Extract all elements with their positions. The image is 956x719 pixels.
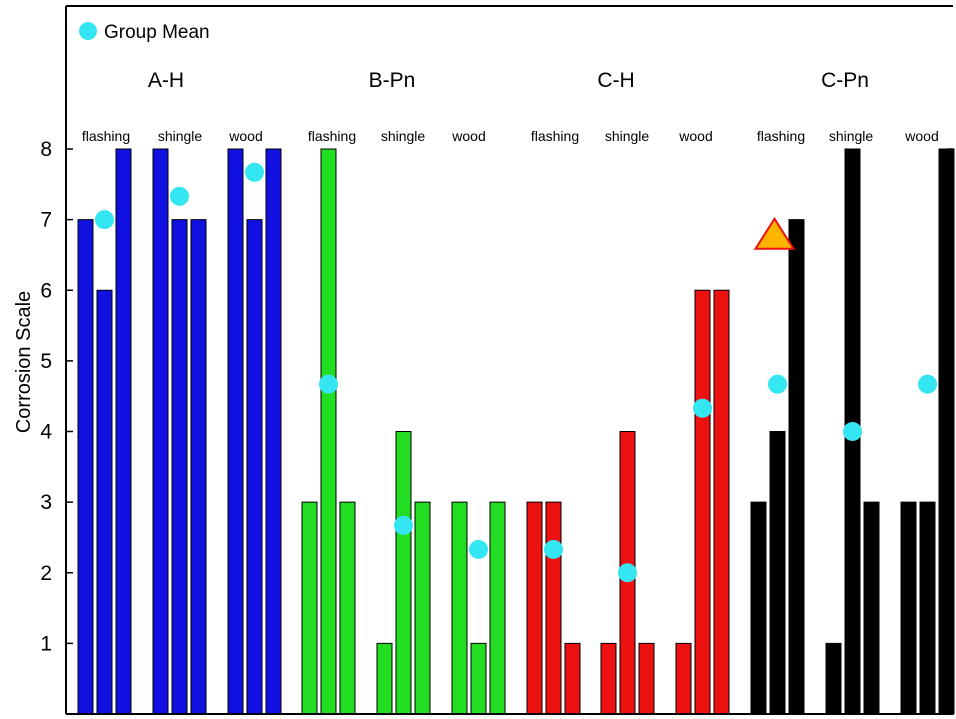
bar-b-pn-shingle-1 xyxy=(376,642,393,715)
mean-marker-b-pn-wood xyxy=(469,539,488,559)
bar-a-h-shingle-1 xyxy=(152,148,169,715)
mean-marker-a-h-wood xyxy=(245,162,264,182)
y-axis-title: Corrosion Scale xyxy=(13,291,35,433)
y-tick-label-7: 7 xyxy=(40,209,52,232)
bar-a-h-flashing-1 xyxy=(77,219,94,715)
bar-b-pn-wood-2 xyxy=(470,642,487,715)
mean-marker-a-h-shingle xyxy=(170,186,189,206)
bar-a-h-shingle-3 xyxy=(190,219,207,715)
y-tick-label-8: 8 xyxy=(40,138,52,161)
legend-label-group-mean: Group Mean xyxy=(104,22,210,43)
group-label-b-pn-wood: wood xyxy=(451,128,485,144)
mean-marker-c-h-wood xyxy=(693,398,712,418)
bar-c-h-flashing-1 xyxy=(526,501,543,715)
bar-b-pn-shingle-3 xyxy=(414,501,431,715)
bar-b-pn-flashing-3 xyxy=(339,501,356,715)
treatment-label-b-pn: B-Pn xyxy=(369,69,416,92)
group-label-a-h-wood: wood xyxy=(228,128,262,144)
mean-marker-c-pn-flashing xyxy=(768,374,787,394)
group-label-c-pn-shingle: shingle xyxy=(829,128,874,144)
bar-b-pn-wood-1 xyxy=(451,501,468,715)
bar-c-h-wood-2 xyxy=(694,289,711,715)
bar-c-h-wood-1 xyxy=(675,642,692,715)
mean-marker-a-h-flashing xyxy=(95,210,114,230)
mean-marker-b-pn-flashing xyxy=(319,374,338,394)
mean-marker-c-h-shingle xyxy=(618,563,637,583)
mean-marker-b-pn-shingle xyxy=(394,515,413,535)
bar-c-h-shingle-1 xyxy=(600,642,617,715)
legend-marker-group-mean xyxy=(79,22,97,40)
group-label-b-pn-flashing: flashing xyxy=(308,128,356,144)
group-label-c-pn-wood: wood xyxy=(904,128,938,144)
bar-c-h-flashing-3 xyxy=(564,642,581,715)
bars-layer xyxy=(77,148,955,715)
group-label-c-h-shingle: shingle xyxy=(605,128,650,144)
group-label-c-pn-flashing: flashing xyxy=(757,128,805,144)
treatment-label-c-h: C-H xyxy=(597,69,634,92)
bar-a-h-wood-1 xyxy=(227,148,244,715)
bar-a-h-wood-2 xyxy=(246,219,263,715)
group-label-c-h-flashing: flashing xyxy=(531,128,579,144)
bar-b-pn-shingle-2 xyxy=(395,431,412,715)
group-label-c-h-wood: wood xyxy=(678,128,712,144)
group-label-b-pn-shingle: shingle xyxy=(381,128,426,144)
y-tick-label-4: 4 xyxy=(40,421,52,444)
bar-c-h-wood-3 xyxy=(713,289,730,715)
bar-a-h-wood-3 xyxy=(265,148,282,715)
bar-c-pn-flashing-2 xyxy=(769,431,786,715)
mean-marker-c-h-flashing xyxy=(544,539,563,559)
y-tick-label-3: 3 xyxy=(40,491,52,514)
bar-b-pn-flashing-1 xyxy=(301,501,318,715)
y-tick-label-2: 2 xyxy=(40,562,52,585)
y-tick-label-5: 5 xyxy=(40,350,52,373)
bar-b-pn-flashing-2 xyxy=(320,148,337,715)
bar-a-h-shingle-2 xyxy=(171,219,188,715)
group-label-a-h-shingle: shingle xyxy=(158,128,203,144)
y-tick-label-1: 1 xyxy=(40,632,52,655)
axes-layer: 1 2 3 4 5 6 7 8 Corrosion Scale xyxy=(13,5,953,715)
means-layer xyxy=(95,162,937,583)
mean-marker-c-pn-shingle xyxy=(843,422,862,441)
bar-c-pn-wood-1 xyxy=(900,501,917,715)
bar-a-h-flashing-3 xyxy=(115,148,132,715)
bar-c-h-shingle-3 xyxy=(638,642,655,715)
legend: Group Mean xyxy=(79,22,210,43)
bar-c-pn-shingle-1 xyxy=(825,642,842,715)
annotations-layer xyxy=(753,216,796,250)
labels-layer: A-H flashing shingle wood B-Pn flashing shingl… xyxy=(82,69,939,144)
treatment-label-a-h: A-H xyxy=(148,69,184,92)
annotation-triangle-c-pn-flashing xyxy=(753,216,796,250)
group-label-a-h-flashing: flashing xyxy=(82,128,130,144)
y-tick-label-6: 6 xyxy=(40,279,52,302)
bar-c-pn-shingle-3 xyxy=(863,501,880,715)
mean-marker-c-pn-wood xyxy=(918,374,937,394)
bar-c-pn-wood-2 xyxy=(919,501,936,715)
bar-c-pn-flashing-3 xyxy=(788,219,805,715)
bar-c-h-flashing-2 xyxy=(545,501,562,715)
bar-a-h-flashing-2 xyxy=(96,289,113,715)
treatment-label-c-pn: C-Pn xyxy=(821,69,869,92)
bar-b-pn-wood-3 xyxy=(489,501,506,715)
bar-c-pn-flashing-1 xyxy=(750,501,767,715)
